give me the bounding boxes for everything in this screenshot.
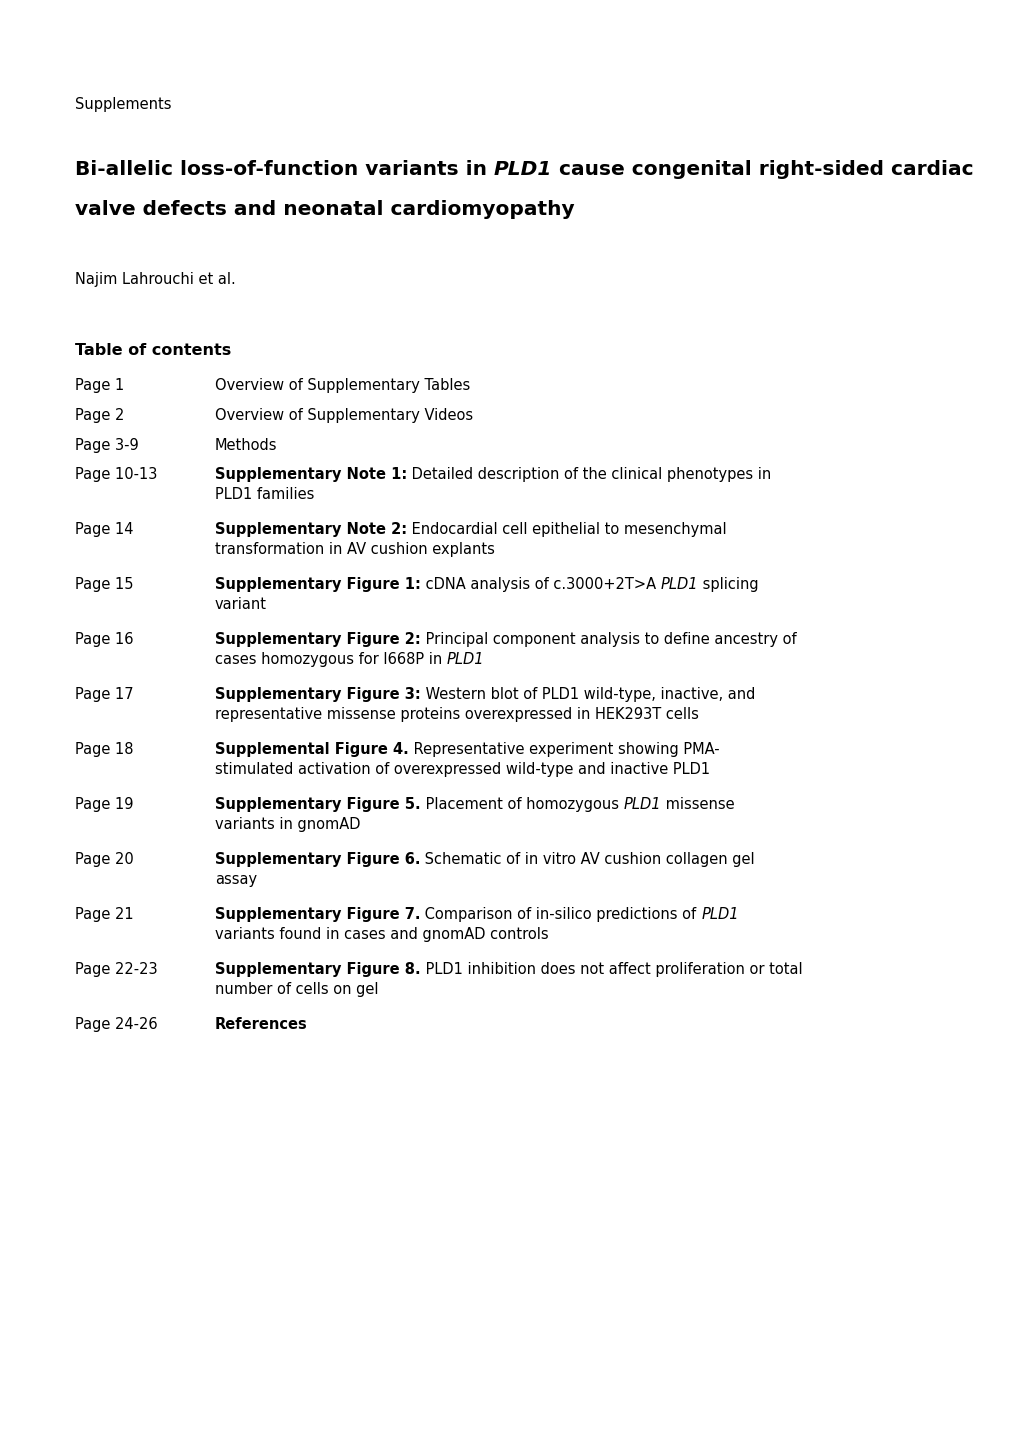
Text: Placement of homozygous: Placement of homozygous	[420, 797, 623, 812]
Text: Bi-allelic loss-of-function variants in: Bi-allelic loss-of-function variants in	[75, 160, 493, 179]
Text: Page 24-26: Page 24-26	[75, 1017, 158, 1032]
Text: Comparison of in-silico predictions of: Comparison of in-silico predictions of	[420, 907, 701, 921]
Text: Methods: Methods	[215, 438, 277, 453]
Text: Page 10-13: Page 10-13	[75, 467, 157, 482]
Text: cDNA analysis of c.3000+2T>A: cDNA analysis of c.3000+2T>A	[421, 577, 660, 593]
Text: Western blot of PLD1 wild-type, inactive, and: Western blot of PLD1 wild-type, inactive…	[421, 686, 754, 702]
Text: cases homozygous for I668P in: cases homozygous for I668P in	[215, 652, 446, 668]
Text: Page 15: Page 15	[75, 577, 133, 593]
Text: Overview of Supplementary Tables: Overview of Supplementary Tables	[215, 378, 470, 394]
Text: assay: assay	[215, 872, 257, 887]
Text: Supplementary Note 1:: Supplementary Note 1:	[215, 467, 407, 482]
Text: References: References	[215, 1017, 308, 1032]
Text: PLD1: PLD1	[493, 160, 552, 179]
Text: PLD1: PLD1	[701, 907, 738, 921]
Text: PLD1 inhibition does not affect proliferation or total: PLD1 inhibition does not affect prolifer…	[420, 962, 802, 978]
Text: Table of contents: Table of contents	[75, 343, 231, 358]
Text: stimulated activation of overexpressed wild-type and inactive PLD1: stimulated activation of overexpressed w…	[215, 761, 709, 777]
Text: Page 21: Page 21	[75, 907, 133, 921]
Text: cause congenital right-sided cardiac: cause congenital right-sided cardiac	[552, 160, 973, 179]
Text: variants in gnomAD: variants in gnomAD	[215, 818, 360, 832]
Text: Page 17: Page 17	[75, 686, 133, 702]
Text: Supplementary Figure 7.: Supplementary Figure 7.	[215, 907, 420, 921]
Text: Representative experiment showing PMA-: Representative experiment showing PMA-	[409, 743, 718, 757]
Text: Endocardial cell epithelial to mesenchymal: Endocardial cell epithelial to mesenchym…	[407, 522, 727, 536]
Text: Supplementary Figure 1:: Supplementary Figure 1:	[215, 577, 421, 593]
Text: Supplemental Figure 4.: Supplemental Figure 4.	[215, 743, 409, 757]
Text: Page 3-9: Page 3-9	[75, 438, 139, 453]
Text: Supplementary Figure 6.: Supplementary Figure 6.	[215, 852, 420, 867]
Text: Page 1: Page 1	[75, 378, 124, 394]
Text: Schematic of in vitro AV cushion collagen gel: Schematic of in vitro AV cushion collage…	[420, 852, 754, 867]
Text: Detailed description of the clinical phenotypes in: Detailed description of the clinical phe…	[407, 467, 770, 482]
Text: Supplementary Figure 2:: Supplementary Figure 2:	[215, 632, 421, 647]
Text: variant: variant	[215, 597, 267, 611]
Text: Supplementary Figure 3:: Supplementary Figure 3:	[215, 686, 421, 702]
Text: Supplements: Supplements	[75, 97, 171, 112]
Text: Overview of Supplementary Videos: Overview of Supplementary Videos	[215, 408, 473, 423]
Text: missense: missense	[660, 797, 734, 812]
Text: PLD1 families: PLD1 families	[215, 487, 314, 502]
Text: Page 16: Page 16	[75, 632, 133, 647]
Text: Principal component analysis to define ancestry of: Principal component analysis to define a…	[421, 632, 796, 647]
Text: Page 20: Page 20	[75, 852, 133, 867]
Text: Page 14: Page 14	[75, 522, 133, 536]
Text: Supplementary Figure 5.: Supplementary Figure 5.	[215, 797, 420, 812]
Text: PLD1: PLD1	[660, 577, 697, 593]
Text: Page 19: Page 19	[75, 797, 133, 812]
Text: Page 22-23: Page 22-23	[75, 962, 158, 978]
Text: Supplementary Note 2:: Supplementary Note 2:	[215, 522, 407, 536]
Text: variants found in cases and gnomAD controls: variants found in cases and gnomAD contr…	[215, 927, 548, 942]
Text: PLD1: PLD1	[446, 652, 484, 668]
Text: splicing: splicing	[697, 577, 758, 593]
Text: representative missense proteins overexpressed in HEK293T cells: representative missense proteins overexp…	[215, 707, 698, 722]
Text: Supplementary Figure 8.: Supplementary Figure 8.	[215, 962, 420, 978]
Text: transformation in AV cushion explants: transformation in AV cushion explants	[215, 542, 494, 557]
Text: valve defects and neonatal cardiomyopathy: valve defects and neonatal cardiomyopath…	[75, 200, 574, 219]
Text: PLD1: PLD1	[623, 797, 660, 812]
Text: Najim Lahrouchi et al.: Najim Lahrouchi et al.	[75, 273, 235, 287]
Text: Page 2: Page 2	[75, 408, 124, 423]
Text: Page 18: Page 18	[75, 743, 133, 757]
Text: number of cells on gel: number of cells on gel	[215, 982, 378, 996]
